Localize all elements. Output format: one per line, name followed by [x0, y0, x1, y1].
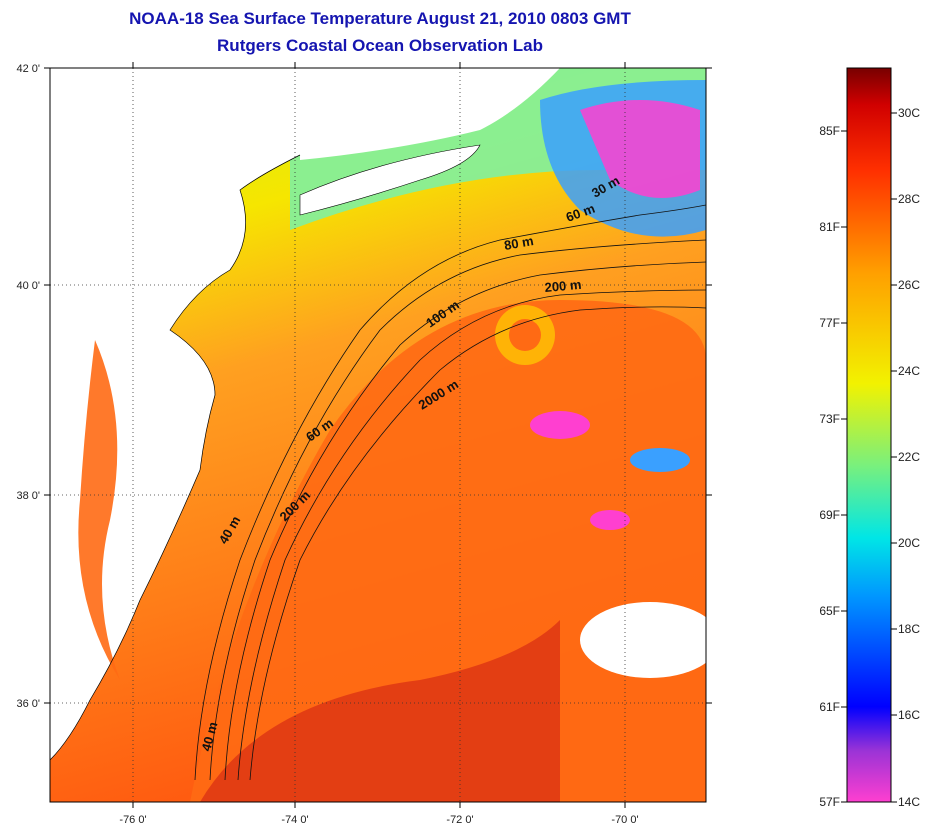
lon-label: -70 0': [611, 814, 638, 826]
lon-label: -74 0': [281, 814, 308, 826]
colorbar-f-label: 85F: [819, 124, 840, 138]
colorbar-ticks: [841, 112, 897, 803]
colorbar-c-label: 16C: [898, 708, 920, 722]
lon-label: -76 0': [119, 814, 146, 826]
map-title: NOAA-18 Sea Surface Temperature August 2…: [129, 9, 631, 28]
colorbar-f-label: 61F: [819, 700, 840, 714]
colorbar: [846, 67, 892, 803]
colorbar-c-label: 28C: [898, 192, 920, 206]
plot-frame: [49, 67, 707, 803]
colorbar-c-label: 24C: [898, 364, 920, 378]
colorbar-c-label: 14C: [898, 795, 920, 809]
colorbar-c-label: 18C: [898, 622, 920, 636]
lat-label: 40 0': [16, 280, 40, 292]
colorbar-f-label: 69F: [819, 508, 840, 522]
colorbar-c-label: 30C: [898, 106, 920, 120]
graticule: [50, 68, 706, 802]
colorbar-f-label: 73F: [819, 412, 840, 426]
colorbar-c-label: 26C: [898, 278, 920, 292]
tick-marks: [44, 62, 712, 808]
contour-label: 40 m: [198, 720, 220, 753]
contour-label: 200 m: [544, 277, 582, 295]
colorbar-c-label: 22C: [898, 450, 920, 464]
contour-label: 80 m: [503, 233, 535, 253]
colorbar-f-label: 81F: [819, 220, 840, 234]
colorbar-f-label: 77F: [819, 316, 840, 330]
sst-imagery: [50, 68, 706, 802]
colorbar-f-label: 65F: [819, 604, 840, 618]
lat-label: 36 0': [16, 698, 40, 710]
lat-label: 38 0': [16, 490, 40, 502]
lon-label: -72 0': [446, 814, 473, 826]
map-subtitle: Rutgers Coastal Ocean Observation Lab: [217, 36, 543, 55]
colorbar-f-label: 57F: [819, 795, 840, 809]
colorbar-c-label: 20C: [898, 536, 920, 550]
lat-label: 42 0': [16, 63, 40, 75]
